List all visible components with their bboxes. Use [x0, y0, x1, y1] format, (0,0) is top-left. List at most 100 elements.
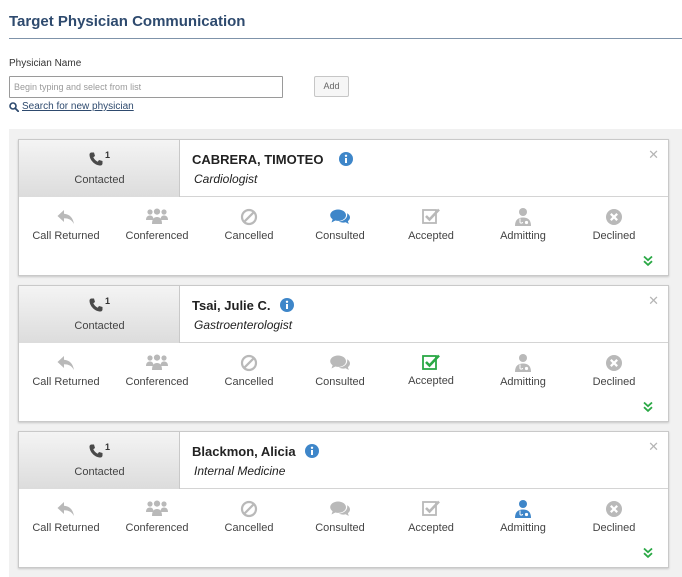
x-circle-icon	[569, 500, 659, 518]
x-circle-icon	[569, 354, 659, 372]
contacted-button[interactable]: 1 Contacted	[19, 286, 180, 343]
physician-card: 1 Contacted Blackmon, Alicia Internal Me…	[18, 431, 669, 568]
expand-double-chevron-icon[interactable]	[642, 546, 654, 564]
action-label: Admitting	[500, 522, 546, 534]
group-icon	[112, 208, 202, 226]
action-declined[interactable]: Declined	[569, 208, 659, 242]
action-label: Call Returned	[32, 522, 100, 534]
action-declined[interactable]: Declined	[569, 354, 659, 388]
title-divider	[9, 38, 682, 39]
action-accepted[interactable]: Accepted	[386, 207, 476, 242]
physician-name: Tsai, Julie C.	[192, 298, 271, 313]
contact-count: 1	[105, 150, 111, 160]
action-accepted[interactable]: Accepted	[386, 499, 476, 534]
action-label: Call Returned	[32, 376, 100, 388]
ban-icon	[204, 354, 294, 372]
action-label: Cancelled	[224, 522, 274, 534]
physician-name: Blackmon, Alicia	[192, 444, 296, 459]
action-label: Accepted	[408, 230, 454, 242]
action-label: Conferenced	[125, 376, 189, 388]
action-conferenced[interactable]: Conferenced	[112, 208, 202, 242]
action-admitting[interactable]: Admitting	[478, 499, 568, 534]
action-label: Consulted	[315, 230, 365, 242]
action-call-returned[interactable]: Call Returned	[21, 500, 111, 534]
action-call-returned[interactable]: Call Returned	[21, 354, 111, 388]
chat-bubbles-icon	[295, 500, 385, 518]
reply-arrow-icon	[21, 208, 111, 226]
chat-bubbles-icon	[295, 208, 385, 226]
action-label: Consulted	[315, 376, 365, 388]
action-label: Declined	[592, 230, 636, 242]
ban-icon	[204, 208, 294, 226]
add-button[interactable]: Add	[314, 76, 349, 97]
physician-card-header: 1 Contacted Blackmon, Alicia Internal Me…	[19, 432, 668, 489]
remove-physician-close-icon[interactable]: ✕	[648, 147, 659, 162]
action-label: Conferenced	[125, 230, 189, 242]
action-label: Admitting	[500, 230, 546, 242]
physician-card-header: 1 Contacted CABRERA, TIMOTEO Cardiologis…	[19, 140, 668, 197]
contact-count: 1	[105, 296, 111, 306]
action-label: Consulted	[315, 522, 365, 534]
action-consulted[interactable]: Consulted	[295, 354, 385, 388]
action-label: Cancelled	[224, 230, 274, 242]
physician-card-header: 1 Contacted Tsai, Julie C. Gastroenterol…	[19, 286, 668, 343]
action-cancelled[interactable]: Cancelled	[204, 500, 294, 534]
search-new-physician-label: Search for new physician	[22, 101, 134, 112]
phone-icon	[88, 297, 104, 318]
page-title: Target Physician Communication	[9, 13, 246, 30]
action-label: Accepted	[408, 522, 454, 534]
contacted-label: Contacted	[74, 174, 125, 186]
info-icon[interactable]	[339, 152, 353, 171]
physician-name: CABRERA, TIMOTEO	[192, 152, 324, 167]
phone-icon	[88, 443, 104, 464]
reply-arrow-icon	[21, 500, 111, 518]
physician-name-input[interactable]	[9, 76, 283, 98]
physician-actions: Call Returned Conferenced Cancelled Cons…	[19, 490, 668, 568]
action-declined[interactable]: Declined	[569, 500, 659, 534]
action-label: Admitting	[500, 376, 546, 388]
action-consulted[interactable]: Consulted	[295, 208, 385, 242]
action-admitting[interactable]: Admitting	[478, 353, 568, 388]
action-label: Call Returned	[32, 230, 100, 242]
expand-double-chevron-icon[interactable]	[642, 400, 654, 418]
physician-name-label: Physician Name	[9, 58, 82, 69]
info-icon[interactable]	[305, 444, 319, 463]
physician-specialty: Internal Medicine	[194, 464, 286, 478]
action-conferenced[interactable]: Conferenced	[112, 500, 202, 534]
action-call-returned[interactable]: Call Returned	[21, 208, 111, 242]
remove-physician-close-icon[interactable]: ✕	[648, 293, 659, 308]
expand-double-chevron-icon[interactable]	[642, 254, 654, 272]
action-label: Declined	[592, 376, 636, 388]
action-cancelled[interactable]: Cancelled	[204, 354, 294, 388]
search-new-physician-link[interactable]: Search for new physician	[9, 101, 134, 112]
doctor-icon	[478, 499, 568, 519]
x-circle-icon	[569, 208, 659, 226]
group-icon	[112, 354, 202, 372]
phone-icon	[88, 151, 104, 172]
physician-actions: Call Returned Conferenced Cancelled Cons…	[19, 344, 668, 422]
contacted-button[interactable]: 1 Contacted	[19, 140, 180, 197]
checkbox-check-icon	[386, 499, 476, 517]
remove-physician-close-icon[interactable]: ✕	[648, 439, 659, 454]
ban-icon	[204, 500, 294, 518]
physician-card: 1 Contacted Tsai, Julie C. Gastroenterol…	[18, 285, 669, 422]
doctor-icon	[478, 207, 568, 227]
physician-card: 1 Contacted CABRERA, TIMOTEO Cardiologis…	[18, 139, 669, 276]
contacted-label: Contacted	[74, 320, 125, 332]
physician-specialty: Gastroenterologist	[194, 318, 293, 332]
physician-specialty: Cardiologist	[194, 172, 258, 186]
action-consulted[interactable]: Consulted	[295, 500, 385, 534]
contacted-label: Contacted	[74, 466, 125, 478]
group-icon	[112, 500, 202, 518]
contacted-button[interactable]: 1 Contacted	[19, 432, 180, 489]
checkbox-check-icon	[386, 207, 476, 225]
doctor-icon	[478, 353, 568, 373]
chat-bubbles-icon	[295, 354, 385, 372]
reply-arrow-icon	[21, 354, 111, 372]
info-icon[interactable]	[280, 298, 294, 317]
action-admitting[interactable]: Admitting	[478, 207, 568, 242]
contact-count: 1	[105, 442, 111, 452]
action-cancelled[interactable]: Cancelled	[204, 208, 294, 242]
action-conferenced[interactable]: Conferenced	[112, 354, 202, 388]
action-accepted[interactable]: Accepted	[386, 353, 476, 387]
